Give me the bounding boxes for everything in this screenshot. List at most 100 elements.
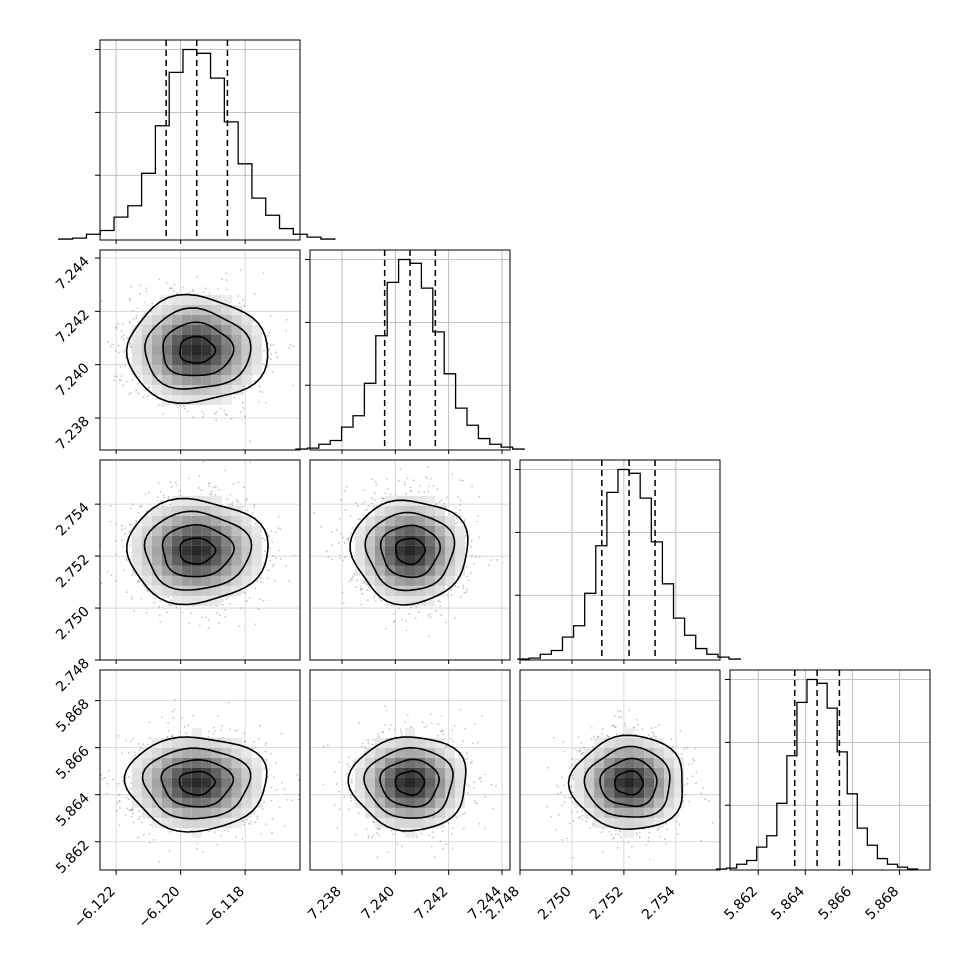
scatter-point	[183, 725, 186, 728]
scatter-point	[627, 855, 630, 858]
scatter-point	[118, 824, 121, 827]
scatter-point	[109, 345, 112, 348]
scatter-point	[169, 831, 171, 833]
scatter-point	[429, 612, 432, 615]
scatter-point	[347, 537, 350, 540]
scatter-point	[601, 733, 604, 736]
scatter-point	[466, 588, 468, 591]
scatter-point	[207, 482, 210, 484]
scatter-point	[116, 327, 118, 329]
scatter-point	[340, 532, 342, 535]
scatter-point	[106, 782, 109, 785]
scatter-point	[183, 405, 185, 408]
scatter-point	[279, 806, 281, 809]
density-cell	[221, 505, 232, 516]
scatter-point	[289, 344, 292, 346]
scatter-point	[608, 735, 610, 738]
histogram-panel-2	[515, 459, 741, 664]
density-cell	[375, 757, 385, 768]
scatter-point	[134, 523, 136, 525]
density-cell	[425, 817, 435, 828]
density-cell	[131, 555, 142, 566]
density-cell	[171, 575, 182, 586]
y-tick-label: 2.754	[53, 500, 93, 540]
scatter-point	[665, 842, 668, 845]
density-cell	[191, 757, 202, 768]
density-cell	[445, 545, 455, 556]
scatter-point	[657, 828, 659, 831]
scatter-point	[624, 725, 627, 728]
density-cell	[375, 797, 385, 808]
scatter-point	[424, 475, 427, 478]
density-cell	[181, 395, 192, 405]
scatter-point	[367, 586, 370, 589]
density-cell	[594, 787, 605, 798]
scatter-point	[172, 717, 175, 719]
density-cell	[131, 797, 142, 808]
scatter-point	[392, 621, 395, 624]
scatter-point	[635, 832, 638, 834]
scatter-point	[207, 735, 210, 738]
density-cell	[181, 777, 192, 788]
scatter-point	[384, 724, 387, 726]
scatter-point	[238, 625, 241, 628]
scatter-cloud	[313, 460, 498, 638]
density-cell	[385, 505, 395, 516]
scatter-point	[253, 812, 256, 815]
density-cell	[241, 365, 252, 375]
scatter-point	[410, 490, 412, 492]
scatter-point	[208, 485, 210, 488]
scatter-point	[491, 807, 494, 810]
contour-line-3	[349, 499, 469, 606]
density-cell	[201, 585, 212, 596]
density-cell	[171, 747, 182, 758]
scatter-point	[165, 282, 168, 284]
density-cell	[231, 555, 242, 566]
scatter-point	[357, 518, 359, 521]
scatter-point	[639, 832, 641, 834]
density-cell	[584, 787, 595, 798]
scatter-cloud	[546, 709, 714, 861]
scatter-point	[106, 341, 109, 344]
density-cell	[211, 515, 222, 526]
density-cell	[151, 345, 162, 355]
scatter-point	[138, 809, 140, 812]
x-tick-label: 5.868	[863, 884, 903, 924]
scatter-point	[140, 597, 143, 600]
density-cell	[375, 515, 385, 526]
density-cell	[405, 737, 415, 748]
scatter-point	[380, 496, 383, 499]
density-cell	[231, 807, 242, 818]
scatter-point	[711, 822, 714, 824]
density-cell	[151, 565, 162, 576]
density-cell	[171, 525, 182, 536]
scatter-point	[128, 297, 131, 300]
scatter-point	[355, 502, 357, 505]
scatter-point	[363, 580, 365, 583]
scatter-point	[471, 485, 473, 488]
scatter-point	[196, 847, 199, 850]
density-cell	[151, 355, 162, 365]
contour-line-3	[125, 293, 269, 405]
density-cell	[171, 345, 182, 355]
density-cell	[445, 807, 455, 818]
scatter-point	[245, 499, 248, 502]
x-tick-label: 5.864	[768, 883, 808, 923]
density-cell	[151, 807, 162, 818]
scatter-point	[256, 580, 258, 582]
scatter-point	[148, 385, 151, 388]
contour-line-1	[599, 757, 658, 808]
density-cell	[211, 535, 222, 546]
scatter-point	[285, 329, 287, 332]
scatter-point	[684, 793, 687, 796]
density-cell	[191, 727, 202, 738]
density-cell	[181, 817, 192, 828]
scatter-point	[92, 833, 94, 835]
scatter-point	[338, 790, 340, 793]
scatter-point	[248, 596, 251, 599]
density-cell	[171, 515, 182, 526]
scatter-point	[104, 776, 107, 779]
scatter-point	[215, 410, 218, 413]
scatter-point	[208, 292, 211, 295]
scatter-point	[66, 362, 68, 364]
